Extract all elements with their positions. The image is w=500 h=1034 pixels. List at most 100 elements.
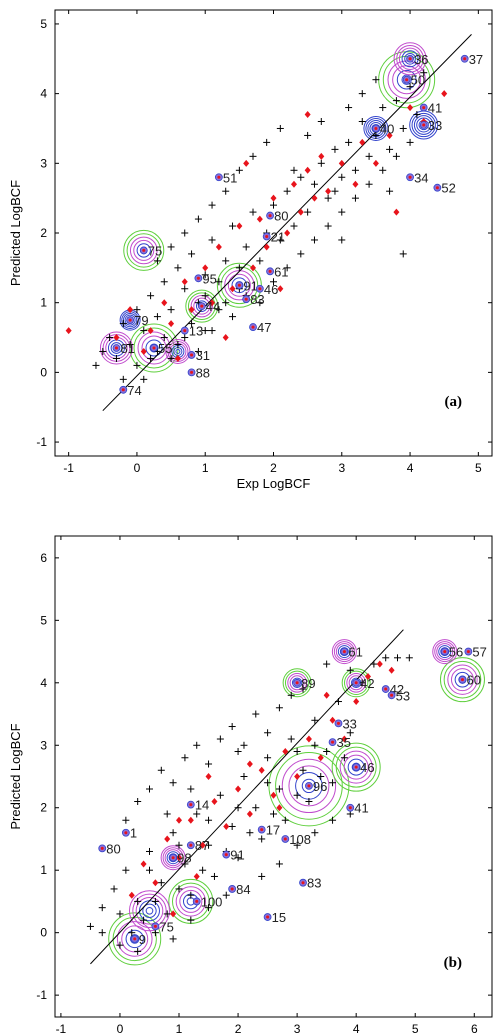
contour-ring <box>387 60 426 99</box>
data-point-plus <box>208 327 216 335</box>
data-point-plus <box>305 797 313 805</box>
data-point-plus <box>293 748 301 756</box>
data-point-plus <box>264 754 272 762</box>
point-label: 50 <box>411 73 425 88</box>
data-point-plus <box>208 201 216 209</box>
data-point-diamond <box>284 229 291 237</box>
contour-ring <box>145 906 154 915</box>
data-point-diamond <box>388 666 395 674</box>
contour-ring <box>401 50 419 68</box>
contour-ring <box>179 889 203 913</box>
data-point-diamond <box>222 334 229 342</box>
contour-ring <box>142 903 157 918</box>
labeled-point-core <box>189 843 193 847</box>
labeled-point-core <box>466 650 470 654</box>
point-label: 41 <box>428 101 442 116</box>
data-point-diamond <box>329 716 336 724</box>
data-point-plus <box>351 194 359 202</box>
y-axis-title: Predicted LogBCF <box>8 180 23 286</box>
data-point-diamond <box>311 194 318 202</box>
y-tick-label: 5 <box>40 17 47 31</box>
labeled-point-core <box>251 325 255 329</box>
contour-ring <box>287 672 307 693</box>
point-label: 96 <box>313 779 327 794</box>
data-point-plus <box>249 152 257 160</box>
data-point-plus <box>276 236 284 244</box>
data-point-diamond <box>341 735 348 743</box>
contour-ring <box>339 647 349 657</box>
data-point-plus <box>379 166 387 174</box>
point-label: 83 <box>307 876 321 891</box>
data-point-plus <box>151 929 159 937</box>
contour-ring <box>393 42 427 76</box>
data-point-plus <box>287 691 295 699</box>
contour-ring <box>129 236 158 265</box>
x-tick-label: 3 <box>294 1022 301 1034</box>
data-point-diamond <box>127 306 134 314</box>
data-point-plus <box>358 90 366 98</box>
point-label: 60 <box>466 673 480 688</box>
data-point-plus <box>116 910 124 918</box>
labeled-point-core <box>266 915 270 919</box>
data-point-plus <box>181 334 189 342</box>
data-point-diamond <box>65 327 72 335</box>
point-label: 74 <box>127 383 141 398</box>
data-point-plus <box>160 278 168 286</box>
x-tick-label: 0 <box>134 461 141 475</box>
data-point-plus <box>153 257 161 265</box>
data-point-plus <box>116 941 124 949</box>
x-tick-label: 5 <box>475 461 482 475</box>
data-point-plus <box>338 173 346 181</box>
contour-ring <box>125 929 144 949</box>
data-point-plus <box>193 741 201 749</box>
y-tick-label: 3 <box>40 738 47 752</box>
data-point-diamond <box>323 691 330 699</box>
labeled-point-core <box>128 318 132 322</box>
data-point-plus <box>299 685 307 693</box>
labeled-point-core <box>200 304 204 308</box>
y-tick-label: 1 <box>40 863 47 877</box>
data-point-plus <box>329 816 337 824</box>
labeled-point-core <box>190 353 194 357</box>
data-point-diamond <box>174 354 181 362</box>
contour-ring <box>396 69 417 90</box>
data-point-plus <box>205 841 213 849</box>
x-tick-label: -1 <box>56 1022 67 1034</box>
data-point-plus <box>283 187 291 195</box>
point-label: 100 <box>201 894 223 909</box>
x-tick-label: 3 <box>338 461 345 475</box>
data-point-plus <box>98 904 106 912</box>
data-point-plus <box>283 264 291 272</box>
data-point-plus <box>147 292 155 300</box>
data-point-plus <box>133 361 141 369</box>
data-point-plus <box>372 76 380 84</box>
data-point-diamond <box>277 285 284 293</box>
x-tick-label: 2 <box>235 1022 242 1034</box>
labeled-point-core <box>195 899 199 903</box>
data-point-plus <box>208 236 216 244</box>
data-point-diamond <box>193 872 200 880</box>
data-point-plus <box>235 264 243 272</box>
data-point-plus <box>119 375 127 383</box>
labeled-point-core <box>408 175 412 179</box>
data-point-plus <box>205 904 213 912</box>
data-point-plus <box>334 698 342 706</box>
data-point-plus <box>181 229 189 237</box>
data-point-plus <box>98 929 106 937</box>
contour-ring <box>398 47 422 70</box>
contour-ring <box>99 331 133 365</box>
labeled-point-core <box>336 721 340 725</box>
point-label: 98 <box>177 851 191 866</box>
data-point-diamond <box>209 299 216 307</box>
data-point-plus <box>222 187 230 195</box>
data-point-diamond <box>164 835 171 843</box>
labeled-point-core <box>133 937 137 941</box>
contour-ring <box>331 639 357 665</box>
data-point-plus <box>399 124 407 132</box>
point-label: 80 <box>274 209 288 224</box>
contour-ring <box>447 664 478 695</box>
point-label: 87 <box>195 838 209 853</box>
contour-ring <box>404 52 416 65</box>
data-point-plus <box>119 320 127 328</box>
